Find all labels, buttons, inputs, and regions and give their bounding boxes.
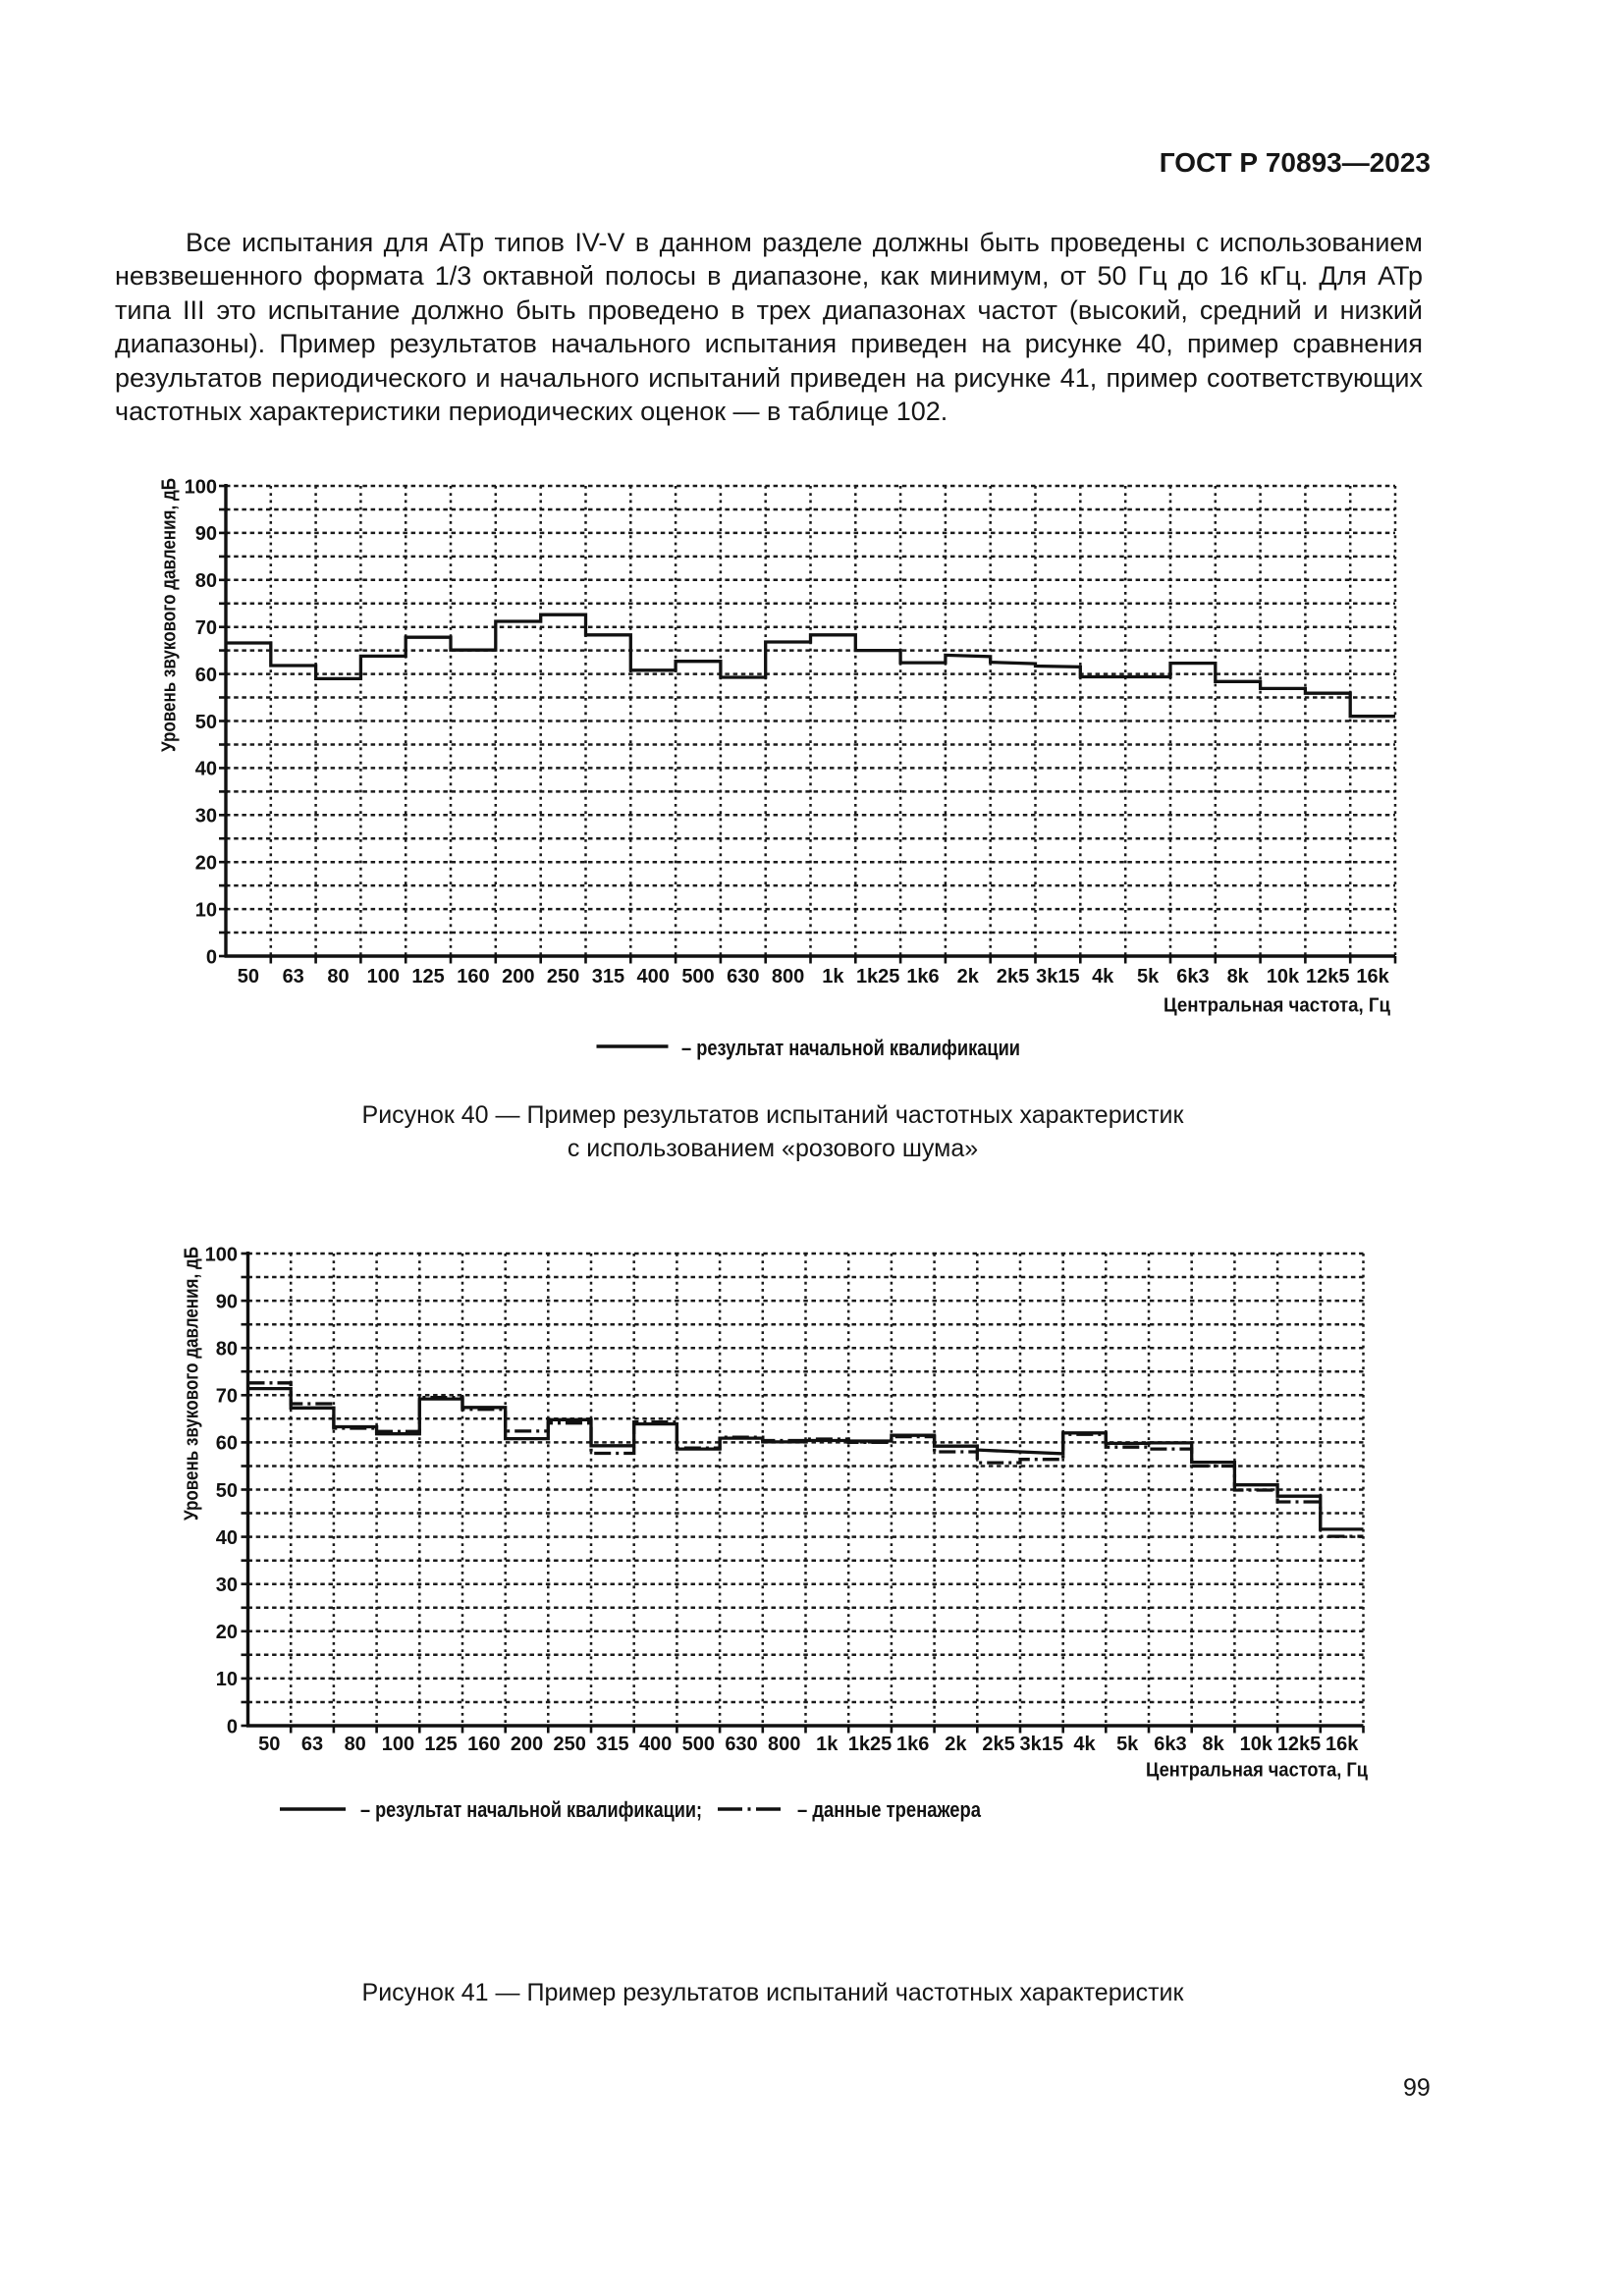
svg-text:– результат начальной квалифик: – результат начальной квалификации;	[360, 1797, 702, 1822]
svg-text:10: 10	[195, 899, 217, 921]
svg-text:16k: 16k	[1326, 1734, 1359, 1755]
svg-text:12k5: 12k5	[1306, 966, 1350, 988]
svg-text:630: 630	[725, 1734, 757, 1755]
svg-text:6k3: 6k3	[1176, 966, 1209, 988]
svg-text:3k15: 3k15	[1020, 1734, 1064, 1755]
svg-text:1k6: 1k6	[906, 966, 939, 988]
svg-text:500: 500	[682, 1734, 715, 1755]
svg-text:250: 250	[554, 1734, 586, 1755]
svg-text:2k5: 2k5	[997, 966, 1029, 988]
svg-text:40: 40	[216, 1527, 238, 1549]
svg-text:12k5: 12k5	[1277, 1734, 1322, 1755]
svg-text:60: 60	[216, 1433, 238, 1455]
svg-text:1k25: 1k25	[856, 966, 900, 988]
svg-text:200: 200	[502, 966, 534, 988]
svg-text:4k: 4k	[1092, 966, 1114, 988]
svg-text:400: 400	[637, 966, 670, 988]
svg-text:70: 70	[216, 1386, 238, 1408]
svg-text:10k: 10k	[1240, 1734, 1273, 1755]
svg-text:250: 250	[547, 966, 579, 988]
svg-text:8k: 8k	[1202, 1734, 1224, 1755]
svg-text:800: 800	[768, 1734, 800, 1755]
svg-text:Уровень звукового давления, дБ: Уровень звукового давления, дБ	[159, 478, 181, 752]
svg-text:6k3: 6k3	[1154, 1734, 1186, 1755]
svg-text:3k15: 3k15	[1036, 966, 1080, 988]
svg-text:400: 400	[639, 1734, 672, 1755]
svg-text:1k: 1k	[822, 966, 844, 988]
svg-text:160: 160	[467, 1734, 500, 1755]
svg-text:100: 100	[382, 1734, 414, 1755]
svg-text:4k: 4k	[1073, 1734, 1096, 1755]
svg-text:100: 100	[185, 476, 217, 498]
svg-text:– результат начальной квалифик: – результат начальной квалификации	[681, 1036, 1020, 1060]
svg-text:1k25: 1k25	[848, 1734, 893, 1755]
svg-text:8k: 8k	[1227, 966, 1250, 988]
svg-text:40: 40	[195, 759, 217, 780]
svg-text:630: 630	[727, 966, 759, 988]
svg-text:50: 50	[216, 1480, 238, 1502]
svg-text:60: 60	[195, 665, 217, 686]
svg-text:70: 70	[195, 617, 217, 639]
svg-text:315: 315	[596, 1734, 628, 1755]
svg-text:63: 63	[301, 1734, 323, 1755]
svg-text:800: 800	[772, 966, 804, 988]
svg-text:16k: 16k	[1356, 966, 1389, 988]
svg-text:– данные тренажера: – данные тренажера	[797, 1797, 982, 1822]
svg-text:5k: 5k	[1137, 966, 1160, 988]
svg-text:5k: 5k	[1116, 1734, 1139, 1755]
svg-text:50: 50	[258, 1734, 280, 1755]
svg-text:20: 20	[195, 853, 217, 875]
svg-text:50: 50	[238, 966, 259, 988]
svg-text:30: 30	[216, 1575, 238, 1596]
svg-text:160: 160	[457, 966, 489, 988]
svg-text:2k: 2k	[945, 1734, 967, 1755]
svg-text:10: 10	[216, 1669, 238, 1690]
svg-text:125: 125	[424, 1734, 457, 1755]
svg-text:20: 20	[216, 1622, 238, 1643]
svg-text:Уровень звукового давления, дБ: Уровень звукового давления, дБ	[182, 1247, 203, 1521]
svg-text:100: 100	[205, 1244, 238, 1265]
svg-text:30: 30	[195, 806, 217, 828]
svg-text:0: 0	[206, 946, 217, 968]
svg-text:200: 200	[511, 1734, 543, 1755]
svg-text:90: 90	[195, 523, 217, 545]
svg-text:125: 125	[411, 966, 444, 988]
svg-text:10k: 10k	[1267, 966, 1300, 988]
svg-text:80: 80	[345, 1734, 366, 1755]
svg-text:Центральная частота, Гц: Центральная частота, Гц	[1164, 995, 1391, 1017]
svg-text:80: 80	[327, 966, 349, 988]
svg-text:2k5: 2k5	[982, 1734, 1014, 1755]
svg-text:Центральная частота, Гц: Центральная частота, Гц	[1146, 1760, 1369, 1782]
svg-text:90: 90	[216, 1291, 238, 1312]
svg-text:100: 100	[367, 966, 400, 988]
svg-text:80: 80	[216, 1339, 238, 1361]
svg-text:500: 500	[681, 966, 714, 988]
svg-text:2k: 2k	[957, 966, 980, 988]
svg-text:1k: 1k	[816, 1734, 839, 1755]
svg-text:0: 0	[227, 1716, 238, 1737]
svg-text:50: 50	[195, 712, 217, 733]
svg-text:315: 315	[592, 966, 624, 988]
svg-text:63: 63	[283, 966, 304, 988]
svg-text:80: 80	[195, 570, 217, 592]
svg-text:1k6: 1k6	[896, 1734, 929, 1755]
